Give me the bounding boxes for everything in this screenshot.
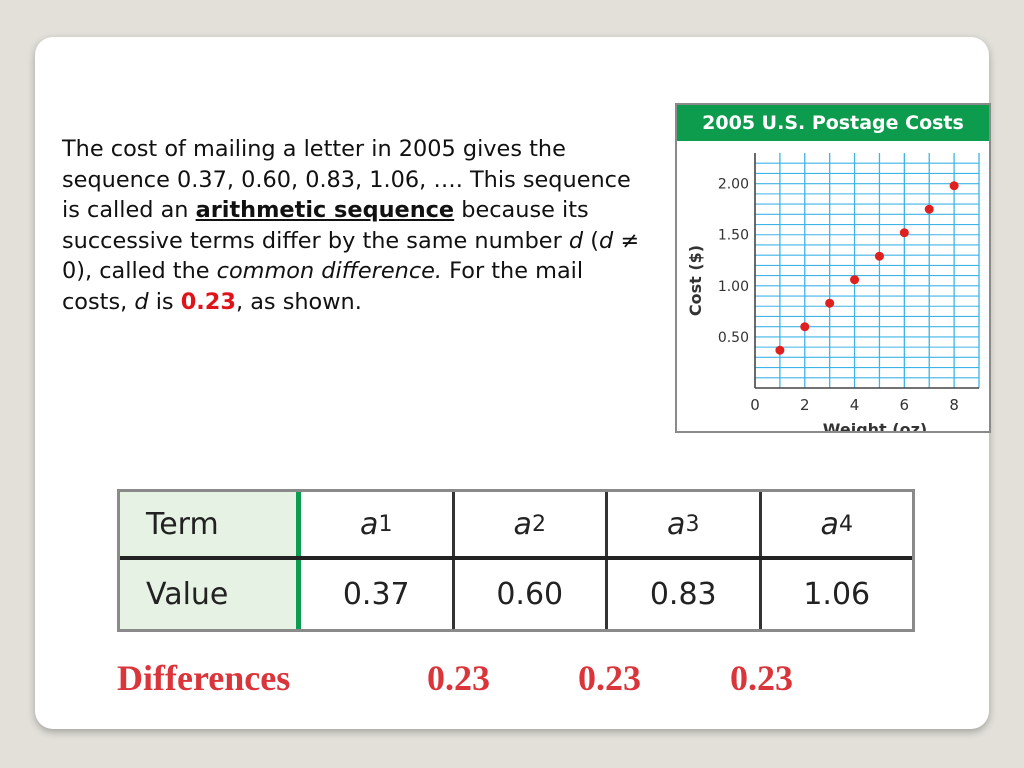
data-point <box>800 322 810 332</box>
term-sub: 4 <box>838 511 853 537</box>
text-span: is <box>148 288 181 315</box>
body-paragraph: The cost of mailing a letter in 2005 giv… <box>62 134 652 317</box>
data-point <box>850 275 860 285</box>
difference-value: 0.23 <box>180 288 236 315</box>
difference-value: 0.23 <box>578 658 641 698</box>
text-span: , as shown. <box>235 288 362 315</box>
data-point <box>949 181 959 191</box>
y-tick-label: 1.00 <box>718 279 749 295</box>
x-tick-label: 2 <box>800 396 810 414</box>
term-var: a <box>513 506 532 542</box>
y-axis-label: Cost ($) <box>686 245 705 316</box>
value-cell: 0.60 <box>455 560 608 629</box>
variable-d: d <box>568 227 584 254</box>
difference-value: 0.23 <box>427 658 490 698</box>
data-point <box>775 345 785 355</box>
value-cell: 0.37 <box>301 560 455 629</box>
term-var: a <box>360 506 379 542</box>
chart-plot: 0 2 4 6 8 0.50 1.00 1.50 2.00 Weight (oz) Cost ($) <box>686 153 980 431</box>
variable-d: d <box>134 288 149 315</box>
keyword-arithmetic-sequence: arithmetic sequence <box>195 197 455 223</box>
y-tick-label: 1.50 <box>718 228 749 244</box>
text-span: because its successive terms differ by t… <box>62 197 589 254</box>
value-row: Value 0.37 0.60 0.83 1.06 <box>120 560 912 629</box>
term-sub: 1 <box>378 511 393 537</box>
y-tick-label: 0.50 <box>718 330 749 346</box>
x-tick-label: 4 <box>850 396 860 414</box>
differences-label: Differences <box>117 658 291 698</box>
x-axis-label: Weight (oz) <box>823 420 927 431</box>
text-span: ≠ 0), called the <box>62 227 640 285</box>
differences-row: Differences 0.23 0.23 0.23 <box>117 657 917 705</box>
data-point <box>825 298 835 308</box>
postage-chart: 2005 U.S. Postage Costs 0 2 4 6 8 0.50 1.00 1.5… <box>675 103 991 433</box>
value-header: Value <box>120 560 301 629</box>
text-span: ( <box>583 227 599 254</box>
variable-d: d <box>598 227 614 254</box>
value-cell: 0.83 <box>608 560 762 629</box>
term-header: Term <box>120 492 301 556</box>
term-common-difference: common difference. <box>216 258 443 284</box>
data-point <box>874 251 884 261</box>
text-span: The cost of mailing a letter in 2005 giv… <box>62 136 631 223</box>
x-tick-label: 8 <box>949 396 959 414</box>
data-point <box>899 228 909 238</box>
term-sub: 2 <box>531 511 546 537</box>
x-tick-label: 6 <box>900 396 910 414</box>
data-point <box>924 204 934 214</box>
x-tick-label: 0 <box>750 396 760 414</box>
y-tick-label: 2.00 <box>718 177 749 193</box>
term-sub: 3 <box>685 511 700 537</box>
text-span: For the mail costs, <box>62 258 584 315</box>
value-cell: 1.06 <box>803 577 871 612</box>
term-var: a <box>667 506 686 542</box>
chart-title: 2005 U.S. Postage Costs <box>677 105 989 141</box>
term-var: a <box>820 506 839 542</box>
difference-value: 0.23 <box>730 658 793 698</box>
